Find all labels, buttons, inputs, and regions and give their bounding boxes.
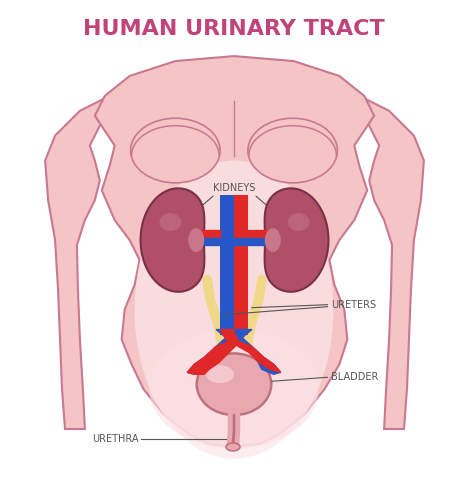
Ellipse shape	[226, 443, 240, 451]
Polygon shape	[220, 330, 281, 372]
Ellipse shape	[159, 213, 182, 231]
Ellipse shape	[265, 228, 281, 252]
Polygon shape	[141, 188, 204, 292]
Polygon shape	[340, 96, 424, 429]
Ellipse shape	[131, 118, 220, 183]
Polygon shape	[265, 188, 328, 292]
Polygon shape	[187, 330, 248, 374]
Ellipse shape	[287, 213, 310, 231]
Text: URETHRA: URETHRA	[92, 434, 138, 444]
Text: URETERS: URETERS	[332, 300, 377, 310]
Ellipse shape	[188, 228, 204, 252]
Ellipse shape	[206, 366, 234, 384]
Polygon shape	[220, 196, 234, 334]
Polygon shape	[187, 330, 234, 374]
Polygon shape	[234, 330, 281, 374]
Ellipse shape	[248, 118, 337, 183]
Text: BLADDER: BLADDER	[332, 372, 379, 382]
Polygon shape	[234, 196, 248, 334]
Polygon shape	[45, 96, 129, 429]
Polygon shape	[95, 56, 374, 447]
Ellipse shape	[135, 160, 333, 459]
Ellipse shape	[150, 330, 318, 449]
Text: HUMAN URINARY TRACT: HUMAN URINARY TRACT	[83, 19, 385, 39]
Text: KIDNEYS: KIDNEYS	[213, 184, 255, 194]
Ellipse shape	[197, 354, 271, 415]
